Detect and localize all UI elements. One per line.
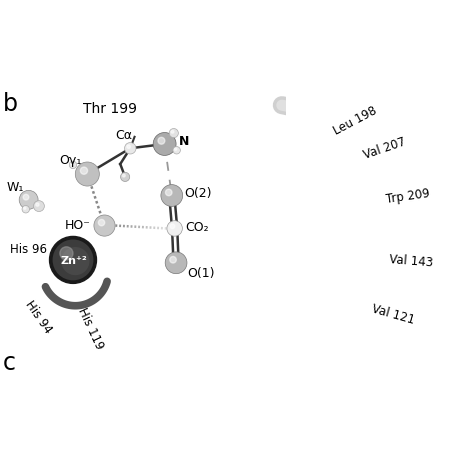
Text: Trp 209: Trp 209 xyxy=(384,187,430,206)
Circle shape xyxy=(153,133,176,156)
Circle shape xyxy=(167,221,182,237)
Circle shape xyxy=(165,190,172,196)
Text: HO⁻: HO⁻ xyxy=(64,218,90,231)
Text: Thr 199: Thr 199 xyxy=(83,102,137,116)
Text: Val 121: Val 121 xyxy=(370,302,415,326)
Circle shape xyxy=(98,220,105,226)
Text: His 94: His 94 xyxy=(23,297,55,335)
Text: Val 143: Val 143 xyxy=(388,253,433,269)
Text: W₁: W₁ xyxy=(6,180,24,193)
Circle shape xyxy=(23,195,29,201)
Circle shape xyxy=(24,207,26,210)
Circle shape xyxy=(172,147,180,155)
Circle shape xyxy=(174,149,177,151)
Text: N: N xyxy=(178,135,189,148)
Circle shape xyxy=(19,191,38,210)
Circle shape xyxy=(120,173,129,182)
Text: Leu 198: Leu 198 xyxy=(331,103,379,137)
Text: Val 207: Val 207 xyxy=(361,136,407,162)
Text: O(2): O(2) xyxy=(184,186,212,199)
Text: Oγ₁: Oγ₁ xyxy=(60,154,82,167)
Circle shape xyxy=(75,162,99,187)
Circle shape xyxy=(80,168,87,175)
Circle shape xyxy=(35,203,39,207)
Circle shape xyxy=(33,201,44,212)
Text: O(1): O(1) xyxy=(187,267,214,280)
Circle shape xyxy=(124,143,136,155)
Circle shape xyxy=(122,175,125,177)
Circle shape xyxy=(161,185,182,207)
Text: Cα: Cα xyxy=(115,129,132,142)
Circle shape xyxy=(71,163,73,166)
Text: His 96: His 96 xyxy=(10,243,47,255)
Text: CO₂: CO₂ xyxy=(185,220,209,233)
Text: Zn⁺²: Zn⁺² xyxy=(60,255,87,265)
Circle shape xyxy=(165,253,187,274)
Circle shape xyxy=(52,240,93,281)
Circle shape xyxy=(169,257,176,263)
Circle shape xyxy=(22,206,30,213)
Circle shape xyxy=(126,146,130,149)
Text: c: c xyxy=(3,350,16,374)
Circle shape xyxy=(157,138,165,145)
Circle shape xyxy=(170,224,174,229)
Text: b: b xyxy=(3,92,18,116)
Circle shape xyxy=(60,247,73,260)
Circle shape xyxy=(94,216,115,237)
Circle shape xyxy=(50,237,96,284)
Text: His 119: His 119 xyxy=(75,305,105,351)
Circle shape xyxy=(61,248,89,276)
Circle shape xyxy=(169,129,178,138)
Circle shape xyxy=(69,162,76,169)
Circle shape xyxy=(171,131,173,134)
